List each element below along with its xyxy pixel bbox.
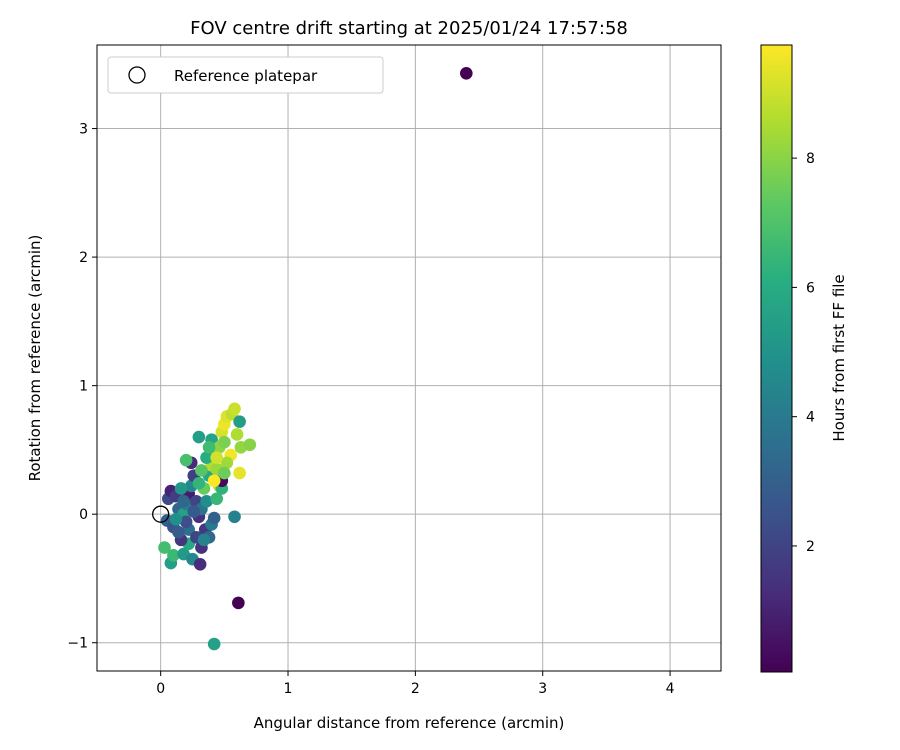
grid-lines	[97, 45, 721, 671]
scatter-point	[192, 477, 206, 490]
x-tick-label: 4	[666, 681, 675, 697]
scatter-point	[210, 451, 224, 464]
colorbar-tick-label: 2	[806, 539, 815, 555]
scatter-point	[197, 533, 211, 547]
scatter-point	[167, 549, 180, 562]
scatter-point	[220, 456, 234, 470]
y-axis-ticks: −1 0 1 2 3	[67, 122, 97, 652]
x-tick-label: 0	[156, 681, 165, 697]
scatter-point	[169, 513, 183, 526]
legend-entry-reference-platepar: Reference platepar	[174, 67, 318, 85]
colorbar-tick-label: 6	[806, 280, 815, 296]
scatter-point	[218, 435, 231, 449]
scatter-point	[228, 402, 241, 416]
scatter-point	[207, 637, 221, 651]
x-axis-label: Angular distance from reference (arcmin)	[254, 714, 565, 732]
chart-title: FOV centre drift starting at 2025/01/24 …	[190, 18, 628, 39]
colorbar-label: Hours from first FF file	[830, 274, 848, 441]
scatter-point	[200, 451, 213, 464]
scatter-point	[187, 505, 201, 518]
colorbar-tick-label: 4	[806, 410, 815, 426]
scatter-point	[207, 511, 221, 525]
scatter-point	[179, 453, 193, 467]
colorbar-ticks: 2 4 6 8	[792, 151, 815, 555]
x-tick-label: 1	[284, 681, 293, 697]
x-tick-label: 3	[538, 681, 547, 697]
legend-marker-open-circle	[128, 66, 146, 84]
scatter-point	[210, 492, 224, 506]
x-tick-label: 2	[411, 681, 420, 697]
reference-platepar-marker	[152, 505, 170, 523]
scatter-point	[233, 415, 246, 428]
legend: Reference platepar	[107, 56, 384, 94]
legend-box	[107, 56, 384, 94]
scatter-point	[172, 525, 185, 539]
scatter-point	[174, 482, 188, 495]
colorbar-gradient	[760, 44, 793, 673]
scatter-point	[158, 541, 171, 554]
y-tick-label: 3	[79, 122, 88, 138]
scatter-point	[232, 596, 245, 610]
y-tick-label: 2	[79, 250, 88, 266]
scatter-point	[200, 495, 213, 508]
scatter-point	[243, 438, 257, 452]
y-tick-label: 0	[79, 507, 88, 523]
scatter-point	[228, 510, 241, 524]
scatter-point	[233, 466, 246, 480]
scatter-point	[207, 474, 221, 488]
scatter-point	[177, 495, 190, 508]
plot-frame	[96, 44, 722, 672]
colorbar-tick-label: 8	[806, 151, 815, 167]
scatter-point	[218, 466, 231, 480]
colorbar: 2 4 6 8 Hours from first FF file	[760, 44, 848, 673]
scatter-point	[460, 66, 473, 80]
scatter-point	[230, 428, 244, 441]
scatter-point	[195, 464, 208, 477]
y-tick-label: 1	[79, 379, 88, 395]
scatter-point	[202, 441, 216, 454]
scatter-point	[179, 515, 193, 529]
scatter-point	[192, 430, 206, 444]
scatter-point	[193, 558, 207, 571]
scatter-points	[158, 66, 473, 651]
y-tick-label: −1	[67, 636, 88, 652]
x-axis-ticks: 0 1 2 3 4	[156, 671, 675, 697]
y-axis-label: Rotation from reference (arcmin)	[26, 235, 44, 482]
